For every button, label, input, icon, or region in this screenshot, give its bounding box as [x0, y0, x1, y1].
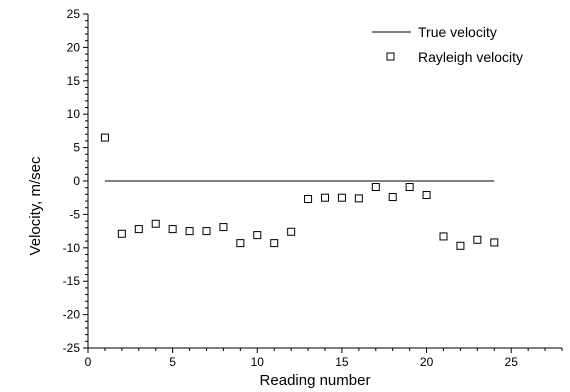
y-tick-label: -5: [69, 207, 80, 221]
data-point-rayleigh-velocity: [270, 239, 279, 248]
x-axis-title: Reading number: [260, 372, 371, 389]
y-axis-title: Velocity, m/sec: [27, 156, 44, 255]
y-tick-label: 0: [73, 174, 80, 188]
x-tick-label: 20: [420, 355, 434, 369]
data-point-rayleigh-velocity: [236, 239, 245, 248]
legend-label-true-velocity: True velocity: [418, 24, 497, 40]
data-point-rayleigh-velocity: [371, 183, 380, 192]
x-tick-label: 25: [505, 355, 519, 369]
data-point-rayleigh-velocity: [100, 133, 109, 142]
data-point-rayleigh-velocity: [388, 193, 397, 202]
y-tick-label: -20: [63, 308, 81, 322]
x-tick-label: 15: [335, 355, 349, 369]
y-tick-label: 15: [67, 74, 81, 88]
y-tick-label: 5: [73, 141, 80, 155]
data-point-rayleigh-velocity: [219, 223, 228, 232]
data-point-rayleigh-velocity: [439, 232, 448, 241]
data-point-rayleigh-velocity: [202, 227, 211, 236]
data-point-rayleigh-velocity: [490, 238, 499, 247]
y-tick-label: 10: [67, 107, 81, 121]
data-point-rayleigh-velocity: [168, 225, 177, 234]
data-point-rayleigh-velocity: [151, 219, 160, 228]
data-point-rayleigh-velocity: [321, 193, 329, 202]
y-tick-label: 25: [67, 7, 81, 21]
data-point-rayleigh-velocity: [422, 191, 431, 200]
legend: True velocity Rayleigh velocity: [372, 24, 523, 65]
y-tick-label: -25: [63, 341, 81, 355]
data-point-rayleigh-velocity: [117, 229, 126, 238]
data-point-rayleigh-velocity: [456, 241, 465, 250]
legend-square-swatch: [386, 52, 395, 61]
data-point-rayleigh-velocity: [253, 231, 262, 240]
data-point-rayleigh-velocity: [287, 227, 296, 236]
data-point-rayleigh-velocity: [337, 193, 346, 202]
x-tick-label: 10: [251, 355, 265, 369]
data-point-rayleigh-velocity: [304, 195, 313, 204]
y-tick-label: -15: [63, 274, 81, 288]
data-point-rayleigh-velocity: [185, 227, 194, 236]
data-point-rayleigh-velocity: [134, 225, 143, 234]
data-point-rayleigh-velocity: [405, 183, 414, 192]
legend-label-rayleigh-velocity: Rayleigh velocity: [418, 49, 523, 65]
data-marks: [100, 133, 499, 250]
x-tick-label: 0: [85, 355, 92, 369]
data-point-rayleigh-velocity: [473, 235, 482, 244]
y-tick-label: 20: [67, 40, 81, 54]
x-tick-label: 5: [169, 355, 176, 369]
axes: 0 5 10 15 20 25 -25 -20 -15 -10 -5 0 5 10 15 20 25: [63, 7, 563, 369]
data-point-rayleigh-velocity: [354, 194, 363, 203]
y-tick-label: -10: [63, 241, 81, 255]
